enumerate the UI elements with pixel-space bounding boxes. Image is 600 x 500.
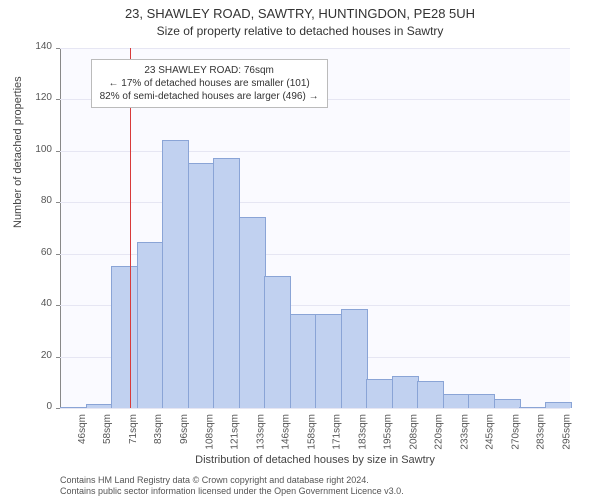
grid-line xyxy=(60,48,570,49)
histogram-bar xyxy=(162,140,189,408)
x-tick-label: 183sqm xyxy=(357,414,368,450)
attribution-line: Contains HM Land Registry data © Crown c… xyxy=(60,475,570,485)
y-tick-label: 0 xyxy=(22,401,52,412)
histogram-bar xyxy=(341,309,368,408)
histogram-bar xyxy=(315,314,342,408)
histogram-bar xyxy=(239,217,266,408)
y-tick xyxy=(56,202,60,203)
attribution-line: Contains public sector information licen… xyxy=(60,486,570,496)
x-tick-label: 208sqm xyxy=(408,414,419,450)
grid-line xyxy=(60,151,570,152)
y-tick-label: 40 xyxy=(22,298,52,309)
y-tick xyxy=(56,357,60,358)
attribution-text: Contains HM Land Registry data © Crown c… xyxy=(60,475,570,496)
y-tick xyxy=(56,48,60,49)
chart-subtitle: Size of property relative to detached ho… xyxy=(0,24,600,38)
histogram-bar xyxy=(417,381,444,408)
histogram-bar xyxy=(392,376,419,408)
x-tick-label: 96sqm xyxy=(179,414,190,444)
y-axis-line xyxy=(60,48,61,408)
x-tick-label: 283sqm xyxy=(536,414,547,450)
x-tick-label: 171sqm xyxy=(332,414,343,450)
y-tick xyxy=(56,254,60,255)
y-tick xyxy=(56,408,60,409)
property-size-chart: 23, SHAWLEY ROAD, SAWTRY, HUNTINGDON, PE… xyxy=(0,0,600,500)
histogram-bar xyxy=(443,394,470,408)
annotation-box: 23 SHAWLEY ROAD: 76sqm← 17% of detached … xyxy=(91,59,328,108)
histogram-bar xyxy=(188,163,215,408)
x-tick-label: 233sqm xyxy=(459,414,470,450)
y-tick xyxy=(56,99,60,100)
x-tick-label: 83sqm xyxy=(153,414,164,444)
annotation-line: ← 17% of detached houses are smaller (10… xyxy=(100,77,319,90)
histogram-bar xyxy=(366,379,393,408)
y-axis-label: Number of detached properties xyxy=(12,76,24,228)
x-tick-label: 133sqm xyxy=(255,414,266,450)
histogram-bar xyxy=(545,402,572,408)
histogram-bar xyxy=(264,276,291,408)
y-tick xyxy=(56,305,60,306)
x-tick-label: 220sqm xyxy=(434,414,445,450)
x-tick-label: 146sqm xyxy=(281,414,292,450)
x-tick-label: 245sqm xyxy=(485,414,496,450)
y-tick xyxy=(56,151,60,152)
x-tick-label: 195sqm xyxy=(383,414,394,450)
histogram-bar xyxy=(60,407,87,408)
grid-line xyxy=(60,202,570,203)
y-tick-label: 60 xyxy=(22,247,52,258)
x-tick-label: 295sqm xyxy=(561,414,572,450)
grid-line xyxy=(60,408,570,409)
y-tick-label: 20 xyxy=(22,350,52,361)
histogram-bar xyxy=(468,394,495,408)
histogram-bar xyxy=(86,404,113,408)
annotation-line: 82% of semi-detached houses are larger (… xyxy=(100,90,319,103)
x-tick-label: 46sqm xyxy=(77,414,88,444)
x-tick-label: 71sqm xyxy=(128,414,139,444)
histogram-bar xyxy=(290,314,317,408)
y-tick-label: 120 xyxy=(22,92,52,103)
histogram-bar xyxy=(111,266,138,408)
x-tick-label: 270sqm xyxy=(510,414,521,450)
histogram-bar xyxy=(494,399,521,408)
annotation-line: 23 SHAWLEY ROAD: 76sqm xyxy=(100,64,319,77)
y-tick-label: 80 xyxy=(22,195,52,206)
x-tick-label: 158sqm xyxy=(306,414,317,450)
y-tick-label: 100 xyxy=(22,144,52,155)
x-tick-label: 58sqm xyxy=(102,414,113,444)
y-tick-label: 140 xyxy=(22,41,52,52)
x-tick-label: 108sqm xyxy=(204,414,215,450)
x-tick-label: 121sqm xyxy=(230,414,241,450)
plot-area: 02040608010012014046sqm58sqm71sqm83sqm96… xyxy=(60,48,570,408)
x-axis-label: Distribution of detached houses by size … xyxy=(60,454,570,466)
histogram-bar xyxy=(519,407,546,408)
histogram-bar xyxy=(213,158,240,408)
histogram-bar xyxy=(137,242,164,408)
chart-title: 23, SHAWLEY ROAD, SAWTRY, HUNTINGDON, PE… xyxy=(0,6,600,21)
